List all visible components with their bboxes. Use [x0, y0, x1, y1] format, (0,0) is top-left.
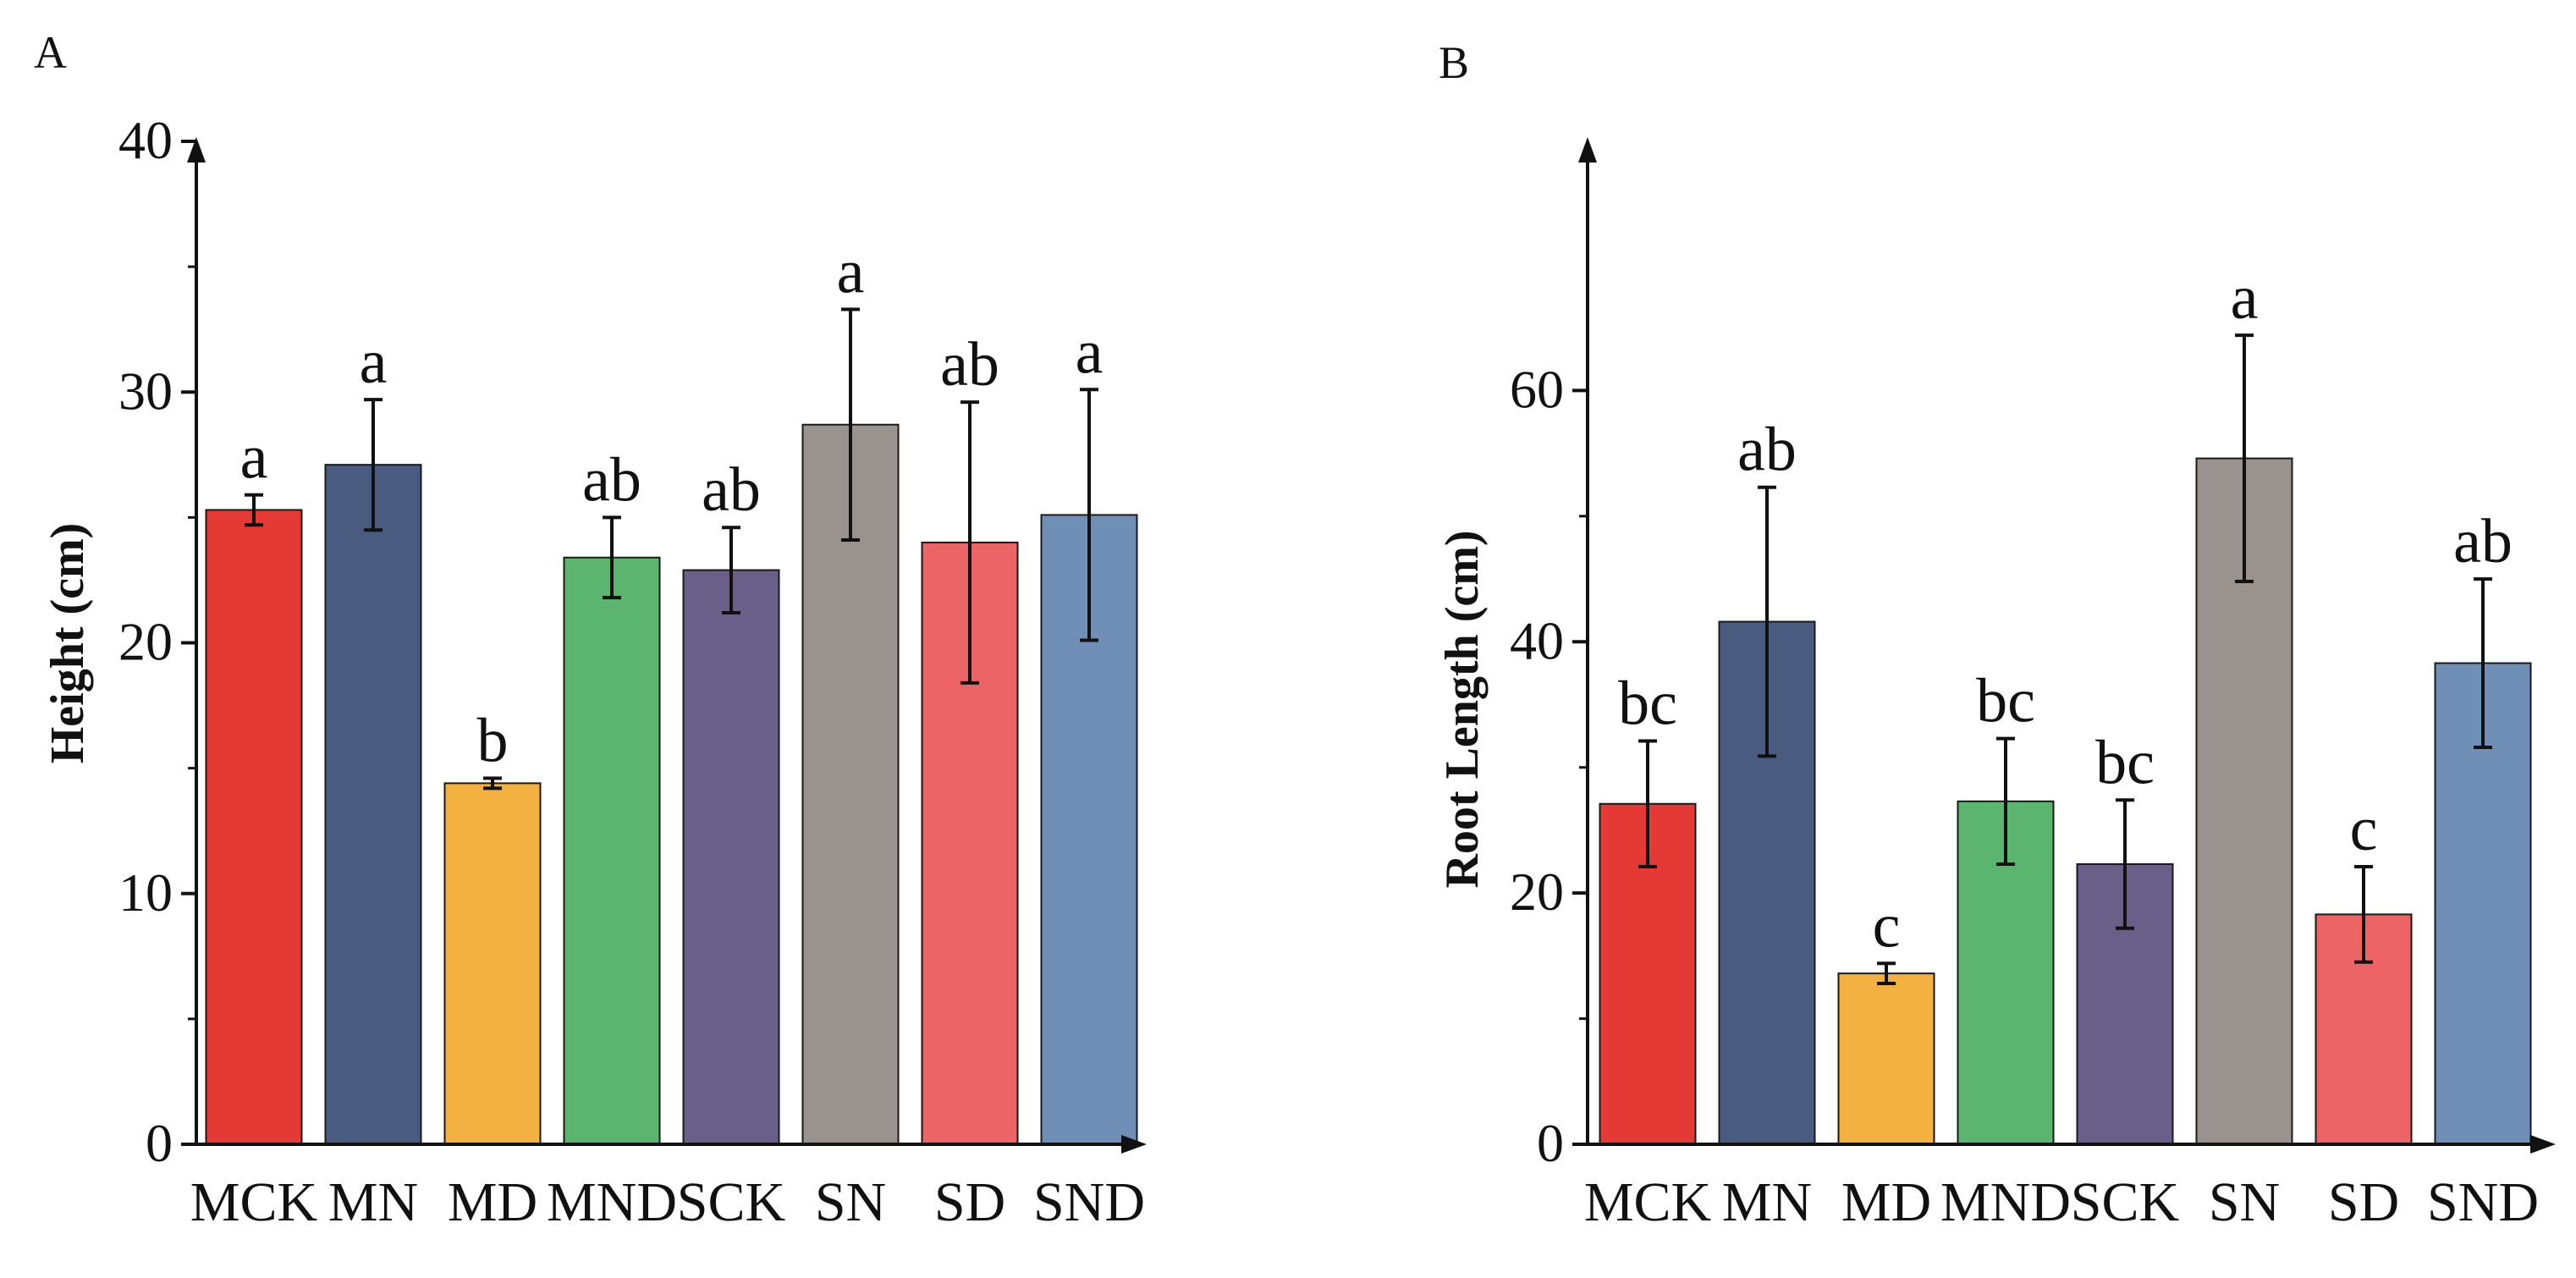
significance-label-a-mck: a	[240, 423, 268, 493]
category-label-a-mnd: MND	[547, 1171, 677, 1233]
category-label-b-sck: SCK	[2071, 1171, 2179, 1233]
y-axis-title-b: Root Length (cm)	[1436, 530, 1489, 888]
error-bar-b-mn	[1758, 485, 1776, 758]
error-bar-a-sn	[841, 307, 860, 543]
significance-label-a-snd: a	[1076, 317, 1104, 387]
error-bar-b-md	[1877, 961, 1896, 986]
significance-label-b-mn: ab	[1737, 416, 1797, 485]
bar-a-mck	[205, 509, 303, 1145]
category-label-b-sn: SN	[2209, 1171, 2280, 1233]
x-axis-arrow-b	[2530, 1135, 2556, 1154]
significance-label-b-sn: a	[2231, 263, 2259, 333]
category-label-a-md: MD	[448, 1171, 537, 1233]
category-label-b-sd: SD	[2328, 1171, 2399, 1233]
significance-label-a-mn: a	[360, 328, 388, 397]
error-bar-b-snd	[2474, 577, 2492, 749]
bar-b-mn	[1718, 620, 1816, 1145]
y-axis-arrow-b	[1578, 137, 1597, 163]
chart-panel-b: B bc MCK ab MN c MD bc MND bc SCK a SN c SD ab SND 0 20 40…	[1436, 37, 2556, 1233]
significance-label-b-sd: c	[2350, 795, 2378, 864]
error-bar-b-sck	[2116, 798, 2134, 930]
panel-a-letter: A	[34, 27, 67, 78]
y-tick-label-a-0: 0	[146, 1113, 173, 1173]
significance-label-a-md: b	[477, 706, 509, 775]
significance-label-b-sck: bc	[2095, 728, 2155, 797]
chart-panel-a: A a MCK a MN b MD ab MND ab SCK a SN ab SD a SND 0 10 20 30…	[34, 27, 1147, 1233]
error-bar-b-mnd	[1996, 736, 2015, 867]
y-tick-label-b-0: 0	[1537, 1113, 1564, 1173]
category-label-b-mck: MCK	[1584, 1171, 1711, 1233]
error-bar-a-sck	[722, 526, 740, 614]
bar-b-md	[1837, 972, 1935, 1145]
panel-b-letter: B	[1439, 37, 1469, 88]
category-label-a-snd: SND	[1033, 1171, 1145, 1233]
significance-label-a-sd: ab	[940, 330, 999, 399]
error-bar-a-sd	[960, 400, 979, 685]
significance-label-a-sck: ab	[702, 455, 761, 525]
category-label-b-md: MD	[1841, 1171, 1931, 1233]
y-tick-label-a-20: 20	[118, 612, 173, 672]
error-bar-a-md	[483, 776, 502, 790]
x-axis-arrow-a	[1121, 1135, 1147, 1154]
category-label-a-sn: SN	[815, 1171, 886, 1233]
significance-label-b-mnd: bc	[1976, 667, 2035, 736]
category-label-a-sck: SCK	[677, 1171, 785, 1233]
error-bar-a-snd	[1080, 388, 1098, 642]
y-tick-label-b-60: 60	[1510, 359, 1564, 419]
bar-a-mnd	[563, 556, 661, 1145]
bar-a-md	[443, 782, 542, 1146]
error-bar-a-mnd	[603, 515, 621, 600]
category-label-b-mn: MN	[1722, 1171, 1812, 1233]
y-tick-label-b-40: 40	[1510, 610, 1564, 670]
significance-label-b-snd: ab	[2453, 507, 2513, 576]
y-axis-arrow-a	[187, 137, 206, 163]
y-tick-label-a-10: 10	[118, 862, 173, 923]
significance-label-b-md: c	[1873, 891, 1901, 961]
y-tick-label-a-30: 30	[118, 361, 173, 421]
error-bar-a-mn	[364, 398, 383, 532]
y-tick-label-b-20: 20	[1510, 862, 1564, 922]
significance-label-b-mck: bc	[1618, 669, 1677, 739]
error-bar-b-sd	[2354, 864, 2373, 964]
error-bar-b-mck	[1638, 739, 1657, 868]
category-label-a-mn: MN	[328, 1171, 418, 1233]
error-bar-a-mck	[245, 493, 263, 527]
category-label-b-mnd: MND	[1940, 1171, 2071, 1233]
y-axis-title-a: Height (cm)	[41, 523, 94, 764]
y-tick-label-a-40: 40	[118, 110, 173, 170]
significance-label-a-mnd: ab	[582, 445, 641, 515]
category-label-b-snd: SND	[2427, 1171, 2539, 1233]
bar-a-sck	[682, 569, 780, 1145]
bar-a-mn	[324, 464, 422, 1145]
significance-label-a-sn: a	[837, 237, 865, 306]
error-bar-b-sn	[2235, 333, 2254, 584]
category-label-a-sd: SD	[934, 1171, 1005, 1233]
category-label-a-mck: MCK	[190, 1171, 317, 1233]
